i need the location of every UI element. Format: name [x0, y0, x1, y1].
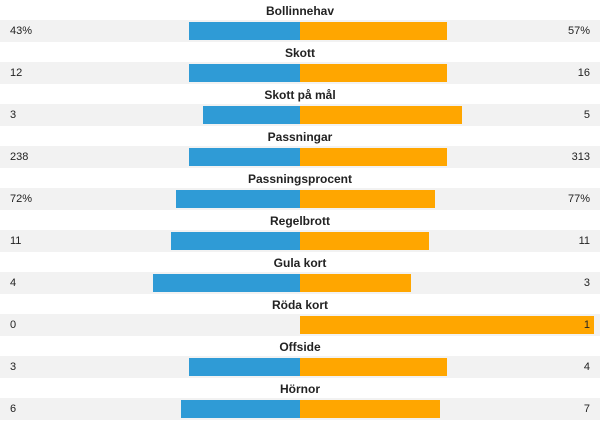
away-value: 11	[578, 235, 590, 247]
stat-bar-row: 0 1	[0, 314, 600, 336]
home-value: 3	[10, 361, 17, 373]
away-value: 16	[577, 67, 590, 79]
home-value: 4	[10, 277, 17, 289]
stat-label: Skott	[285, 46, 315, 60]
away-bar	[300, 22, 447, 40]
away-value: 7	[583, 403, 590, 415]
away-bar	[300, 358, 447, 376]
away-bar	[300, 232, 429, 250]
stat-possession: Bollinnehav 43% 57%	[0, 0, 600, 42]
stat-label: Skott på mål	[264, 88, 336, 102]
away-value: 57%	[567, 25, 590, 37]
away-bar	[300, 190, 435, 208]
home-value: 6	[10, 403, 17, 415]
stat-shots-on-target: Skott på mål 3 5	[0, 84, 600, 126]
home-bar	[203, 106, 300, 124]
stat-label: Hörnor	[280, 382, 320, 396]
stat-label: Regelbrott	[270, 214, 330, 228]
stat-yellow-cards: Gula kort 4 3	[0, 252, 600, 294]
stat-bar-row: 3 4	[0, 356, 600, 378]
stat-passes: Passningar 238 313	[0, 126, 600, 168]
home-bar	[189, 358, 300, 376]
home-value: 43%	[10, 25, 33, 37]
away-value: 5	[583, 109, 590, 121]
home-bar	[189, 148, 300, 166]
stat-bar-row: 3 5	[0, 104, 600, 126]
away-bar	[300, 316, 594, 334]
stat-label: Gula kort	[273, 256, 327, 270]
home-value: 238	[10, 151, 29, 163]
stat-bar-row: 12 16	[0, 62, 600, 84]
stat-bar-row: 43% 57%	[0, 20, 600, 42]
stat-offside: Offside 3 4	[0, 336, 600, 378]
home-bar	[153, 274, 300, 292]
home-value: 11	[10, 235, 22, 247]
home-bar	[171, 232, 300, 250]
away-value: 3	[583, 277, 590, 289]
away-bar	[300, 148, 447, 166]
away-bar	[300, 106, 462, 124]
stat-bar-row: 72% 77%	[0, 188, 600, 210]
home-bar	[189, 64, 300, 82]
stat-label: Röda kort	[271, 298, 328, 312]
home-value: 12	[10, 67, 23, 79]
stat-corners: Hörnor 6 7	[0, 378, 600, 420]
stat-label: Passningar	[267, 130, 333, 144]
home-bar	[176, 190, 300, 208]
stat-label: Offside	[279, 340, 321, 354]
home-value: 0	[10, 319, 17, 331]
stat-label: Passningsprocent	[247, 172, 353, 186]
stat-bar-row: 4 3	[0, 272, 600, 294]
stat-label: Bollinnehav	[265, 4, 334, 18]
stat-bar-row: 238 313	[0, 146, 600, 168]
home-value: 3	[10, 109, 17, 121]
stat-bar-row: 11 11	[0, 230, 600, 252]
stat-pass-accuracy: Passningsprocent 72% 77%	[0, 168, 600, 210]
away-value: 1	[583, 319, 590, 331]
away-bar	[300, 400, 440, 418]
home-bar	[181, 400, 300, 418]
away-value: 4	[583, 361, 590, 373]
stat-red-cards: Röda kort 0 1	[0, 294, 600, 336]
away-value: 77%	[567, 193, 590, 205]
home-bar	[189, 22, 300, 40]
stat-fouls: Regelbrott 11 11	[0, 210, 600, 252]
away-value: 313	[571, 151, 590, 163]
stat-shots: Skott 12 16	[0, 42, 600, 84]
away-bar	[300, 274, 411, 292]
stat-bar-row: 6 7	[0, 398, 600, 420]
home-value: 72%	[10, 193, 33, 205]
away-bar	[300, 64, 447, 82]
